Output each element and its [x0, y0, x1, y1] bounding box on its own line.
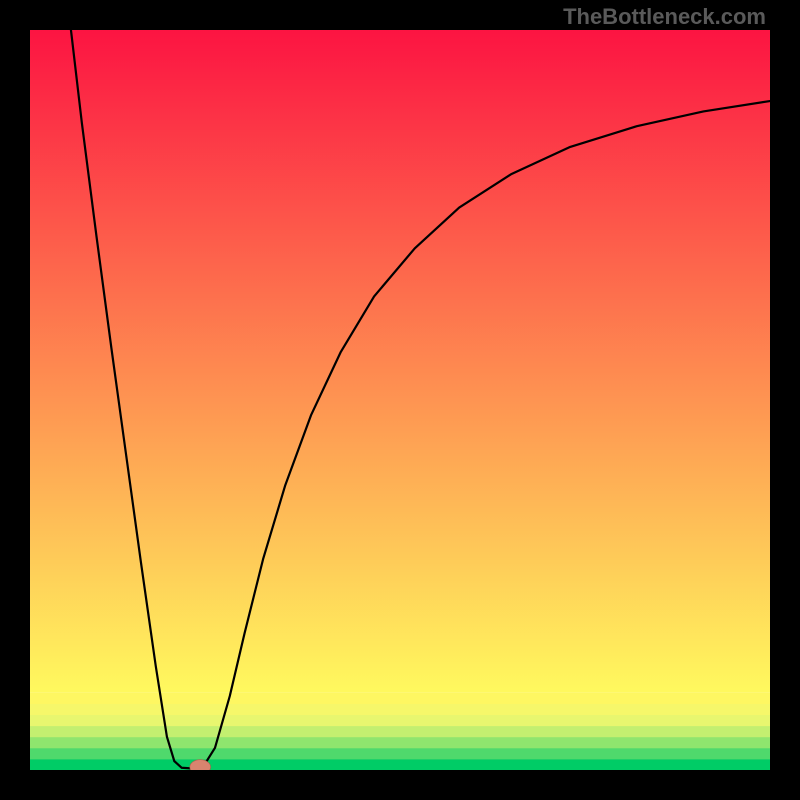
- chart-svg: TheBottleneck.com: [0, 0, 800, 800]
- color-band: [30, 715, 770, 727]
- gradient-background: [30, 30, 770, 692]
- color-band: [30, 759, 770, 771]
- bottleneck-chart: TheBottleneck.com: [0, 0, 800, 800]
- color-band: [30, 692, 770, 704]
- attribution-label: TheBottleneck.com: [563, 4, 766, 29]
- color-band: [30, 748, 770, 760]
- plot-area: [30, 15, 770, 774]
- color-band: [30, 703, 770, 715]
- color-band: [30, 737, 770, 749]
- color-band: [30, 726, 770, 738]
- bottom-color-bands: [30, 692, 770, 770]
